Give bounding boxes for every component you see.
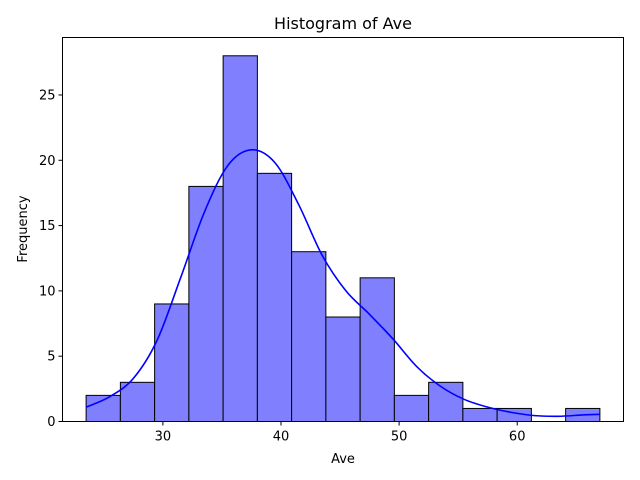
- y-tick-label: 10: [39, 284, 56, 299]
- x-tick-label: 50: [391, 430, 408, 445]
- y-tick-label: 20: [39, 154, 56, 169]
- histogram-bar: [428, 381, 464, 422]
- histogram-bar: [325, 316, 361, 422]
- kde-curve: [85, 149, 600, 418]
- plot-frame: [62, 37, 624, 422]
- histogram-bars: [85, 55, 601, 423]
- histogram-bar: [222, 55, 258, 423]
- x-axis-label: Ave: [331, 452, 355, 467]
- x-tick-label: 30: [155, 430, 172, 445]
- histogram-bar: [462, 407, 498, 423]
- histogram-bar: [119, 381, 156, 422]
- y-tick-label: 5: [47, 350, 55, 365]
- histogram-bar: [359, 277, 395, 422]
- x-tick-label: 60: [509, 430, 526, 445]
- kde-curve-group: [85, 149, 600, 418]
- histogram-bar: [188, 185, 224, 422]
- y-tick-label: 15: [39, 219, 56, 234]
- y-tick-label: 0: [47, 415, 55, 430]
- histogram-bar: [256, 172, 293, 422]
- y-axis-label: Frequency: [16, 195, 31, 262]
- histogram-bar: [393, 394, 430, 423]
- x-tick-label: 40: [273, 430, 290, 445]
- histogram-bar: [291, 251, 327, 422]
- chart-title: Histogram of Ave: [274, 14, 412, 33]
- axis-ticks: 30 40 50 60 0 5 10 15 20 25: [39, 88, 526, 444]
- y-tick-label: 25: [39, 88, 56, 103]
- histogram-bar: [154, 303, 190, 422]
